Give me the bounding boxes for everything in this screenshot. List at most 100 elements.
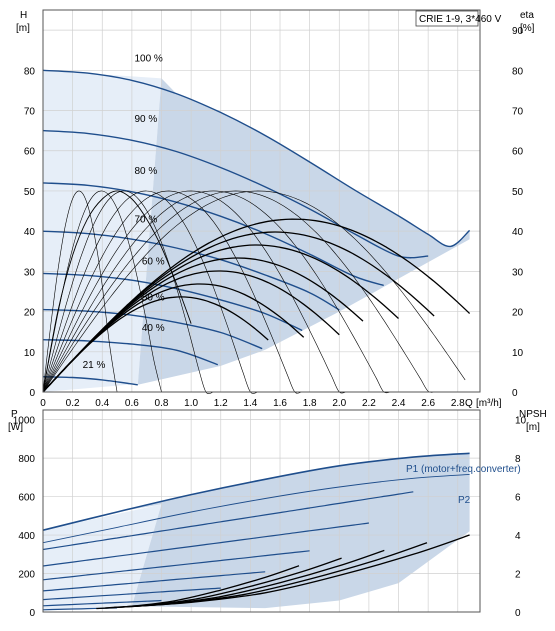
npsh-curve <box>42 218 471 393</box>
y-tick-label: 50 <box>24 187 36 198</box>
y2-tick-label: 8 <box>515 454 521 465</box>
eta-curve <box>42 190 399 394</box>
y2-tick-label: 4 <box>515 531 521 542</box>
bottom-tick-labels: 0 200 400 600 800 1000 0 2 4 6 8 10 <box>13 416 527 619</box>
y-tick-label: 0 <box>29 608 35 619</box>
x-tick-label: 2.2 <box>362 398 376 409</box>
top-y2-label: eta <box>520 10 534 21</box>
speed-curve <box>42 376 138 386</box>
bottom-y2-label: NPSH <box>519 409 547 420</box>
speed-curve <box>42 69 471 248</box>
speed-power-curve <box>42 587 221 601</box>
x-tick-label: 2.6 <box>421 398 435 409</box>
y-tick-label: 40 <box>24 227 36 238</box>
speed-curve <box>42 182 384 287</box>
chart-title: CRIE 1-9, 3*460 V <box>419 14 502 25</box>
bottom-y2-unit: [m] <box>526 422 540 433</box>
y2-tick-label: 0 <box>515 608 521 619</box>
y2-tick-label: 0 <box>512 388 518 399</box>
speed-label: 40 % <box>142 323 165 334</box>
y-tick-label: 200 <box>18 570 35 581</box>
speed-label: 70 % <box>134 214 157 225</box>
eta-curve <box>42 190 355 394</box>
y2-tick-label: 30 <box>512 267 524 278</box>
y-tick-label: 80 <box>24 66 36 77</box>
eta-curve <box>42 190 118 393</box>
y-tick-label: 400 <box>18 531 35 542</box>
legend-p2: P2 <box>458 495 471 506</box>
x-tick-label: 1.8 <box>303 398 317 409</box>
speed-label: 60 % <box>142 257 165 268</box>
x-tick-label: 1.6 <box>273 398 287 409</box>
speed-power-curve <box>42 491 414 551</box>
y-tick-label: 800 <box>18 454 35 465</box>
bottom-y-unit: [W] <box>8 422 23 433</box>
y-tick-label: 70 <box>24 107 36 118</box>
npsh-curve <box>131 534 470 607</box>
y2-tick-label: 60 <box>512 147 524 158</box>
p2-curve <box>42 473 470 544</box>
top-curves: 100 % 90 % 80 % 70 % 60 % 50 % 40 % 21 % <box>42 53 471 395</box>
y2-tick-label: 70 <box>512 107 524 118</box>
speed-curve <box>42 272 303 332</box>
x-tick-label: 2.0 <box>332 398 346 409</box>
y-tick-label: 30 <box>24 267 36 278</box>
y2-tick-label: 2 <box>515 570 521 581</box>
top-x-unit: [m³/h] <box>476 398 502 409</box>
y2-tick-label: 10 <box>512 348 524 359</box>
speed-label: 80 % <box>134 166 157 177</box>
y-tick-label: 600 <box>18 493 35 504</box>
y2-tick-label: 50 <box>512 187 524 198</box>
speed-label: 90 % <box>134 114 157 125</box>
y-tick-label: 0 <box>29 388 35 399</box>
y-tick-label: 60 <box>24 147 36 158</box>
y-tick-label: 1000 <box>13 416 36 427</box>
speed-label: 100 % <box>134 53 162 64</box>
speed-curve <box>42 339 219 366</box>
speed-power-curve <box>42 550 310 581</box>
bottom-y-label: P <box>11 409 18 420</box>
y-tick-label: 20 <box>24 308 36 319</box>
p1-curve <box>42 452 470 531</box>
x-tick-label: 2.4 <box>392 398 406 409</box>
eta-curve <box>42 190 214 395</box>
eta-curve <box>42 190 258 394</box>
bottom-frame <box>42 409 481 613</box>
bottom-curves <box>42 452 470 611</box>
top-y-label: H <box>20 10 27 21</box>
x-tick-label: 0.8 <box>155 398 169 409</box>
top-chart: 100 % 90 % 80 % 70 % 60 % 50 % 40 % 21 % 0 0.2 0.… <box>16 9 535 409</box>
speed-power-curve <box>42 599 162 607</box>
speed-curve <box>42 308 263 350</box>
top-grid <box>42 10 480 393</box>
eta-curve <box>42 190 192 393</box>
speed-label: 21 % <box>83 360 106 371</box>
y2-tick-label: 80 <box>512 66 524 77</box>
x-tick-label: 1.0 <box>184 398 198 409</box>
eta-curve <box>42 190 310 394</box>
y2-tick-label: 6 <box>515 493 521 504</box>
title-box <box>415 10 479 27</box>
y-tick-label: 10 <box>24 348 36 359</box>
x-tick-label: 0.6 <box>125 398 139 409</box>
speed-label: 50 % <box>142 293 165 304</box>
x-tick-label: 0.2 <box>66 398 80 409</box>
legend-p1: P1 (motor+freq.converter) <box>406 464 521 475</box>
x-tick-label: 1.4 <box>243 398 257 409</box>
x-tick-label: 2.8 <box>451 398 465 409</box>
x-tick-label: 0 <box>40 398 46 409</box>
y2-tick-label: 20 <box>512 308 524 319</box>
eta-curve <box>42 190 466 393</box>
top-frame <box>42 9 481 393</box>
y2-tick-label: 40 <box>512 227 524 238</box>
top-x-label: Q <box>465 398 473 409</box>
speed-power-curve <box>42 522 369 567</box>
x-tick-label: 0.4 <box>95 398 109 409</box>
top-y2-unit: [%] <box>520 23 535 34</box>
x-tick-label: 1.2 <box>214 398 228 409</box>
speed-curve <box>42 129 429 259</box>
y2-tick-label: 90 <box>512 26 524 37</box>
top-y-unit: [m] <box>16 23 30 34</box>
